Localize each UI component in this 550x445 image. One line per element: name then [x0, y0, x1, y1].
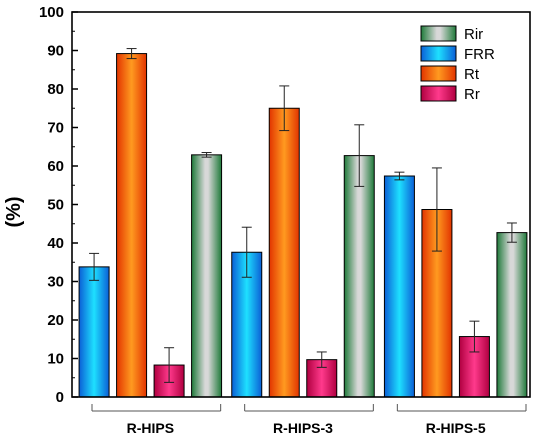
bar-frr-r-hips-5: [383, 175, 415, 398]
bar-rir-r-hips: [191, 154, 223, 398]
bar-rir-r-hips-5: [496, 232, 528, 398]
error-bar-group: [89, 48, 517, 383]
y-axis-label: (%): [3, 196, 25, 227]
legend-swatch-frr: [420, 45, 457, 62]
legend-label-rr: Rr: [464, 86, 480, 103]
y-tick-label: 70: [47, 120, 64, 137]
category-label: R-HIPS: [127, 420, 174, 436]
legend-swatch-rir: [420, 25, 457, 42]
legend-label-frr: FRR: [464, 46, 495, 63]
category-label: R-HIPS-3: [273, 420, 333, 436]
bar-frr-r-hips: [78, 266, 110, 398]
y-tick-label: 10: [47, 351, 64, 368]
legend-label-rt: Rt: [464, 66, 480, 83]
y-tick-label: 100: [39, 4, 64, 21]
bar-rir-r-hips-3: [343, 155, 375, 398]
y-tick-label: 0: [56, 389, 64, 406]
category-label: R-HIPS-5: [426, 420, 486, 436]
y-tick-label: 30: [47, 274, 64, 291]
legend: Rir FRR Rt Rr: [420, 25, 495, 103]
y-tick-label: 40: [47, 235, 64, 252]
legend-label-rir: Rir: [464, 26, 483, 43]
y-tick-label: 50: [47, 197, 64, 214]
bar-rt-r-hips-3: [268, 107, 300, 398]
y-tick-label: 60: [47, 158, 64, 175]
bar-group: [78, 53, 528, 398]
y-axis: 0 10 20 30 40 50 60 70 80 90 100: [39, 4, 78, 406]
y-tick-label: 80: [47, 81, 64, 98]
legend-swatch-rt: [420, 65, 457, 82]
y-tick-label: 90: [47, 43, 64, 60]
category-brackets: R-HIPS R-HIPS-3 R-HIPS-5: [91, 404, 527, 436]
y-tick-label: 20: [47, 312, 64, 329]
bar-rt-r-hips: [116, 53, 148, 398]
plot-border: [71, 11, 531, 398]
legend-swatch-rr: [420, 85, 457, 102]
plot-frame: [71, 11, 531, 398]
